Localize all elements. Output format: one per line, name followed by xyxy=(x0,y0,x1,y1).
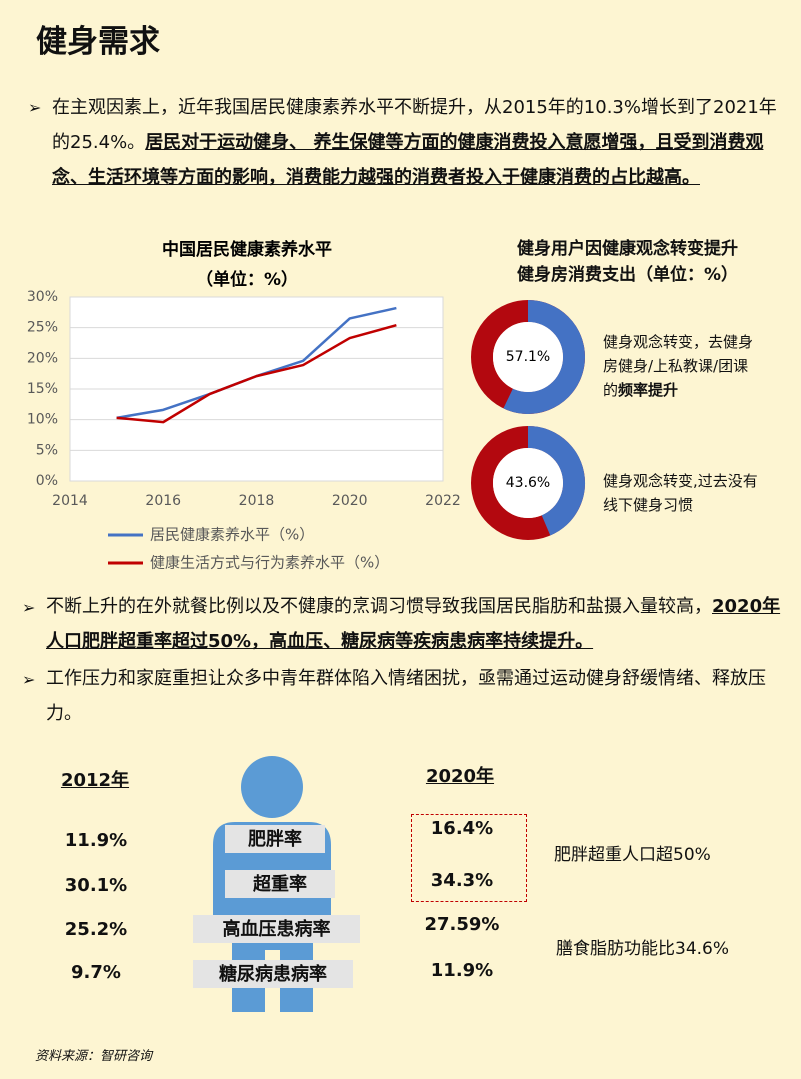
chart-title: 中国居民健康素养水平 xyxy=(162,239,332,260)
donut-value: 57.1% xyxy=(506,349,550,365)
row-label: 超重率 xyxy=(225,870,335,898)
year-header: 2012年 xyxy=(60,770,130,791)
donut-segment xyxy=(503,300,585,414)
chart-subtitle: （单位：%） xyxy=(196,269,298,290)
x-tick-label: 2016 xyxy=(145,493,181,509)
donut-hole xyxy=(493,448,563,518)
y-tick-label: 10% xyxy=(27,412,58,428)
note: 肥胖超重人口超50% xyxy=(554,845,711,865)
x-tick-label: 2022 xyxy=(425,493,461,509)
paragraph: 不断上升的在外就餐比例以及不健康的烹调习惯导致我国居民脂肪和盐摄入量较高，202… xyxy=(46,589,798,659)
legend-label: 居民健康素养水平（%） xyxy=(150,526,314,544)
source: 资料来源：智研咨询 xyxy=(35,1049,153,1064)
y-tick-label: 25% xyxy=(27,320,58,336)
bold-text: 2020年人口肥胖超重率超过50%，高血压、糖尿病等疾病患病率持续提升。 xyxy=(46,596,781,652)
bullet: ➢ xyxy=(22,598,36,617)
bullet: ➢ xyxy=(28,98,42,117)
donut-text: 健身观念转变，去健身房健身/上私教课/团课的频率提升 xyxy=(603,330,763,402)
legend-label: 健康生活方式与行为素养水平（%） xyxy=(150,554,389,572)
donut-title: 健身用户因健康观念转变提升 健身房消费支出（单位：%） xyxy=(480,236,775,288)
text: 健身观念转变，去健身房健身/上私教课/团课的 xyxy=(603,333,754,399)
row-label: 糖尿病患病率 xyxy=(193,960,353,988)
value-2020: 16.4% xyxy=(430,818,494,839)
year-header: 2020年 xyxy=(425,766,495,787)
y-tick-label: 5% xyxy=(36,442,58,458)
donut-charts: 57.1% 43.6% xyxy=(471,300,585,540)
bullet: ➢ xyxy=(22,670,36,689)
x-tick-label: 2020 xyxy=(332,493,368,509)
bold-text: 居民对于运动健身、 养生保健等方面的健康消费投入意愿增强，且受到消费观念、生活环… xyxy=(52,132,764,188)
value-2012: 30.1% xyxy=(64,875,128,896)
note: 膳食脂肪功能比34.6% xyxy=(556,939,730,959)
row-label: 高血压患病率 xyxy=(193,915,360,943)
text: 不断上升的在外就餐比例以及不健康的烹调习惯导致我国居民脂肪和盐摄入量较高， xyxy=(46,596,712,617)
y-tick-label: 30% xyxy=(27,289,58,305)
series-line xyxy=(116,324,397,424)
text: 在主观因素上，近年我国居民健康素养水平不断提升，从2015年的10.3%增长到了… xyxy=(52,97,777,153)
x-tick-label: 2014 xyxy=(52,493,88,509)
y-tick-label: 15% xyxy=(27,381,58,397)
donut-text: 健身观念转变,过去没有线下健身习惯 xyxy=(603,472,758,514)
bold-text: 频率提升 xyxy=(618,381,679,399)
y-tick-label: 0% xyxy=(36,473,58,489)
donut-segment xyxy=(527,426,585,536)
row-label: 肥胖率 xyxy=(225,825,325,853)
highlight-box xyxy=(411,814,527,902)
title-line: 健身房消费支出（单位：%） xyxy=(516,265,739,285)
value-2012: 25.2% xyxy=(64,919,128,940)
value-2012: 9.7% xyxy=(71,962,121,983)
paragraph: 工作压力和家庭重担让众多中青年群体陷入情绪困扰，亟需通过运动健身舒缓情绪、释放压… xyxy=(46,668,766,724)
value-2012: 11.9% xyxy=(64,830,128,851)
line-chart: 中国居民健康素养水平 （单位：%） 0% 5% 10% 15% 20% 25% 30% 2014 2… xyxy=(27,239,461,572)
y-tick-label: 20% xyxy=(27,350,58,366)
title-line: 健身用户因健康观念转变提升 xyxy=(517,239,738,259)
value-2020: 27.59% xyxy=(424,914,500,935)
donut-hole xyxy=(493,322,563,392)
page-title: 健身需求 xyxy=(36,24,160,60)
value-2020: 34.3% xyxy=(430,870,494,891)
paragraph: 在主观因素上，近年我国居民健康素养水平不断提升，从2015年的10.3%增长到了… xyxy=(52,90,782,195)
donut-value: 43.6% xyxy=(506,475,550,491)
value-2020: 11.9% xyxy=(430,960,494,981)
x-tick-label: 2018 xyxy=(239,493,275,509)
